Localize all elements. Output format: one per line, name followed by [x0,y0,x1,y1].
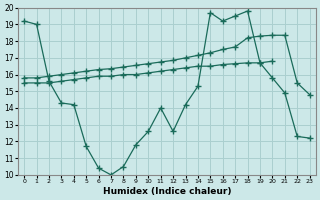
X-axis label: Humidex (Indice chaleur): Humidex (Indice chaleur) [103,187,231,196]
